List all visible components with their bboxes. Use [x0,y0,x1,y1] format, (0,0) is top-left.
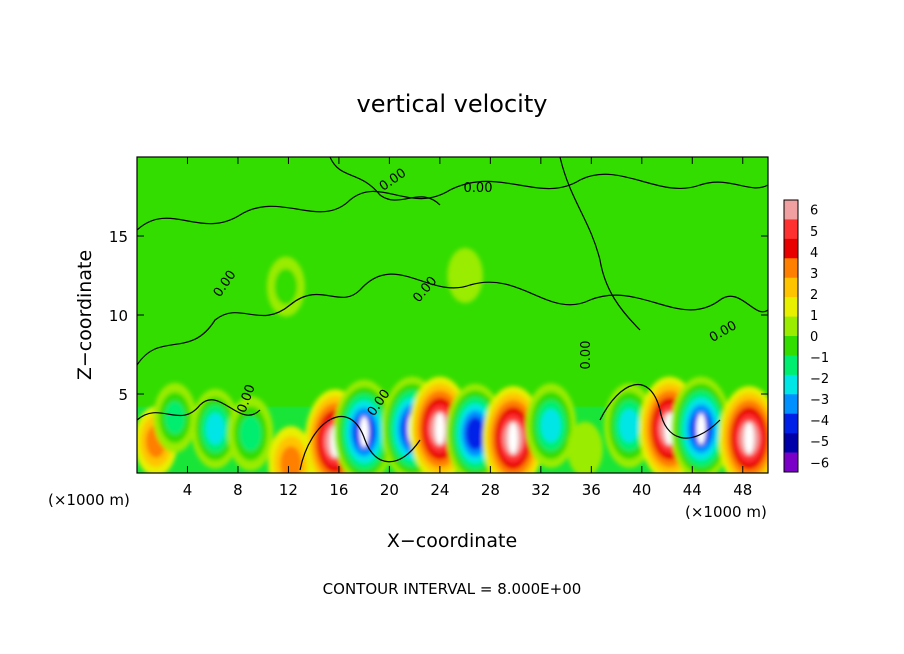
velocity-level [205,412,225,445]
colorbar-label: −5 [810,435,829,450]
velocity-level [280,446,302,473]
velocity-level [274,268,298,305]
colorbar-swatch [784,316,798,337]
velocity-cell [227,396,274,471]
colorbar-label: −6 [810,456,829,471]
contour-label: 0.00 [464,181,493,196]
y-tick-label: 15 [109,228,128,246]
y-tick-label: 10 [109,307,128,325]
velocity-core [508,422,518,454]
colorbar: 6 5 4 3 2 1 0 −1 −2 −3 −4 −5 −6 [783,199,829,473]
velocity-core [696,413,706,445]
velocity-cell [482,386,544,473]
contour-line [137,273,768,366]
x-tick-label: 20 [380,481,399,499]
x-tick-label: 8 [233,481,243,499]
contour-label: 0.00 [579,341,594,370]
x-tick-label: 48 [733,481,752,499]
velocity-level [447,247,483,304]
velocity-core [744,422,754,454]
contour-line [329,157,441,206]
velocity-cell [525,383,577,468]
colorbar-swatch [784,374,798,395]
velocity-cell [333,379,395,473]
colorbar-label: −3 [810,393,829,408]
x-tick-label: 44 [683,481,702,499]
colorbar-swatch [784,413,798,434]
velocity-cell [670,376,732,473]
x-tick-label: 36 [582,481,601,499]
colorbar-swatch [784,258,798,279]
velocity-level [239,416,262,451]
colorbar-label: 0 [810,330,818,345]
colorbar-swatch [784,394,798,415]
colorbar-label: −2 [810,372,829,387]
x-tick-label: 16 [329,481,348,499]
velocity-level [465,416,485,451]
colorbar-swatch [784,200,798,220]
x-tick-label: 32 [531,481,550,499]
velocity-cell [447,247,483,304]
x-tick-label: 24 [430,481,449,499]
velocity-level [567,421,603,473]
velocity-cell [153,382,197,453]
colorbar-label: 2 [810,288,818,303]
colorbar-swatch [784,219,798,240]
colorbar-label: −1 [810,351,829,366]
colorbar-label: 4 [810,246,818,261]
colorbar-label: −4 [810,414,829,429]
velocity-cell [567,421,603,473]
x-unit-right: (×1000 m) [685,503,767,521]
colorbar-swatch [784,452,798,473]
zero-contours [137,157,768,471]
colorbar-swatch [784,297,798,317]
x-unit-left: (×1000 m) [48,491,130,509]
x-tick-label: 12 [279,481,298,499]
colorbar-label: 5 [810,225,818,240]
velocity-core [435,413,445,445]
contour-line [599,383,721,439]
chart-title: vertical velocity [357,90,548,118]
contour-line [559,157,641,331]
y-axis: 5 10 15 [109,228,768,404]
colorbar-swatch [784,238,798,259]
x-tick-label: 4 [183,481,193,499]
plot-area [137,157,768,473]
x-tick-label: 40 [632,481,651,499]
colorbar-swatch [784,277,798,298]
colorbar-label: 3 [810,267,818,282]
velocity-cell [718,386,768,473]
x-axis-label: X−coordinate [387,530,517,552]
velocity-cells [137,247,768,473]
y-tick-label: 5 [118,386,128,404]
colorbar-frame [783,199,799,473]
contour-interval-text: CONTOUR INTERVAL = 8.000E+00 [323,580,582,598]
x-tick-label: 28 [481,481,500,499]
x-axis: 4 8 12 16 20 24 28 32 36 40 44 48 [183,157,752,499]
contour-line [299,415,421,471]
velocity-cell [191,388,240,469]
velocity-level [164,401,185,434]
contour-line [137,173,768,231]
y-axis-label: Z−coordinate [74,250,96,380]
colorbar-swatch [784,433,798,453]
velocity-level [540,408,562,443]
colorbar-swatch [784,336,798,356]
velocity-level [619,408,640,443]
colorbar-swatch [784,355,798,376]
contour-line [137,399,261,421]
velocity-core [359,416,370,448]
colorbar-label: 6 [810,204,818,219]
colorbar-label: 1 [810,309,818,324]
